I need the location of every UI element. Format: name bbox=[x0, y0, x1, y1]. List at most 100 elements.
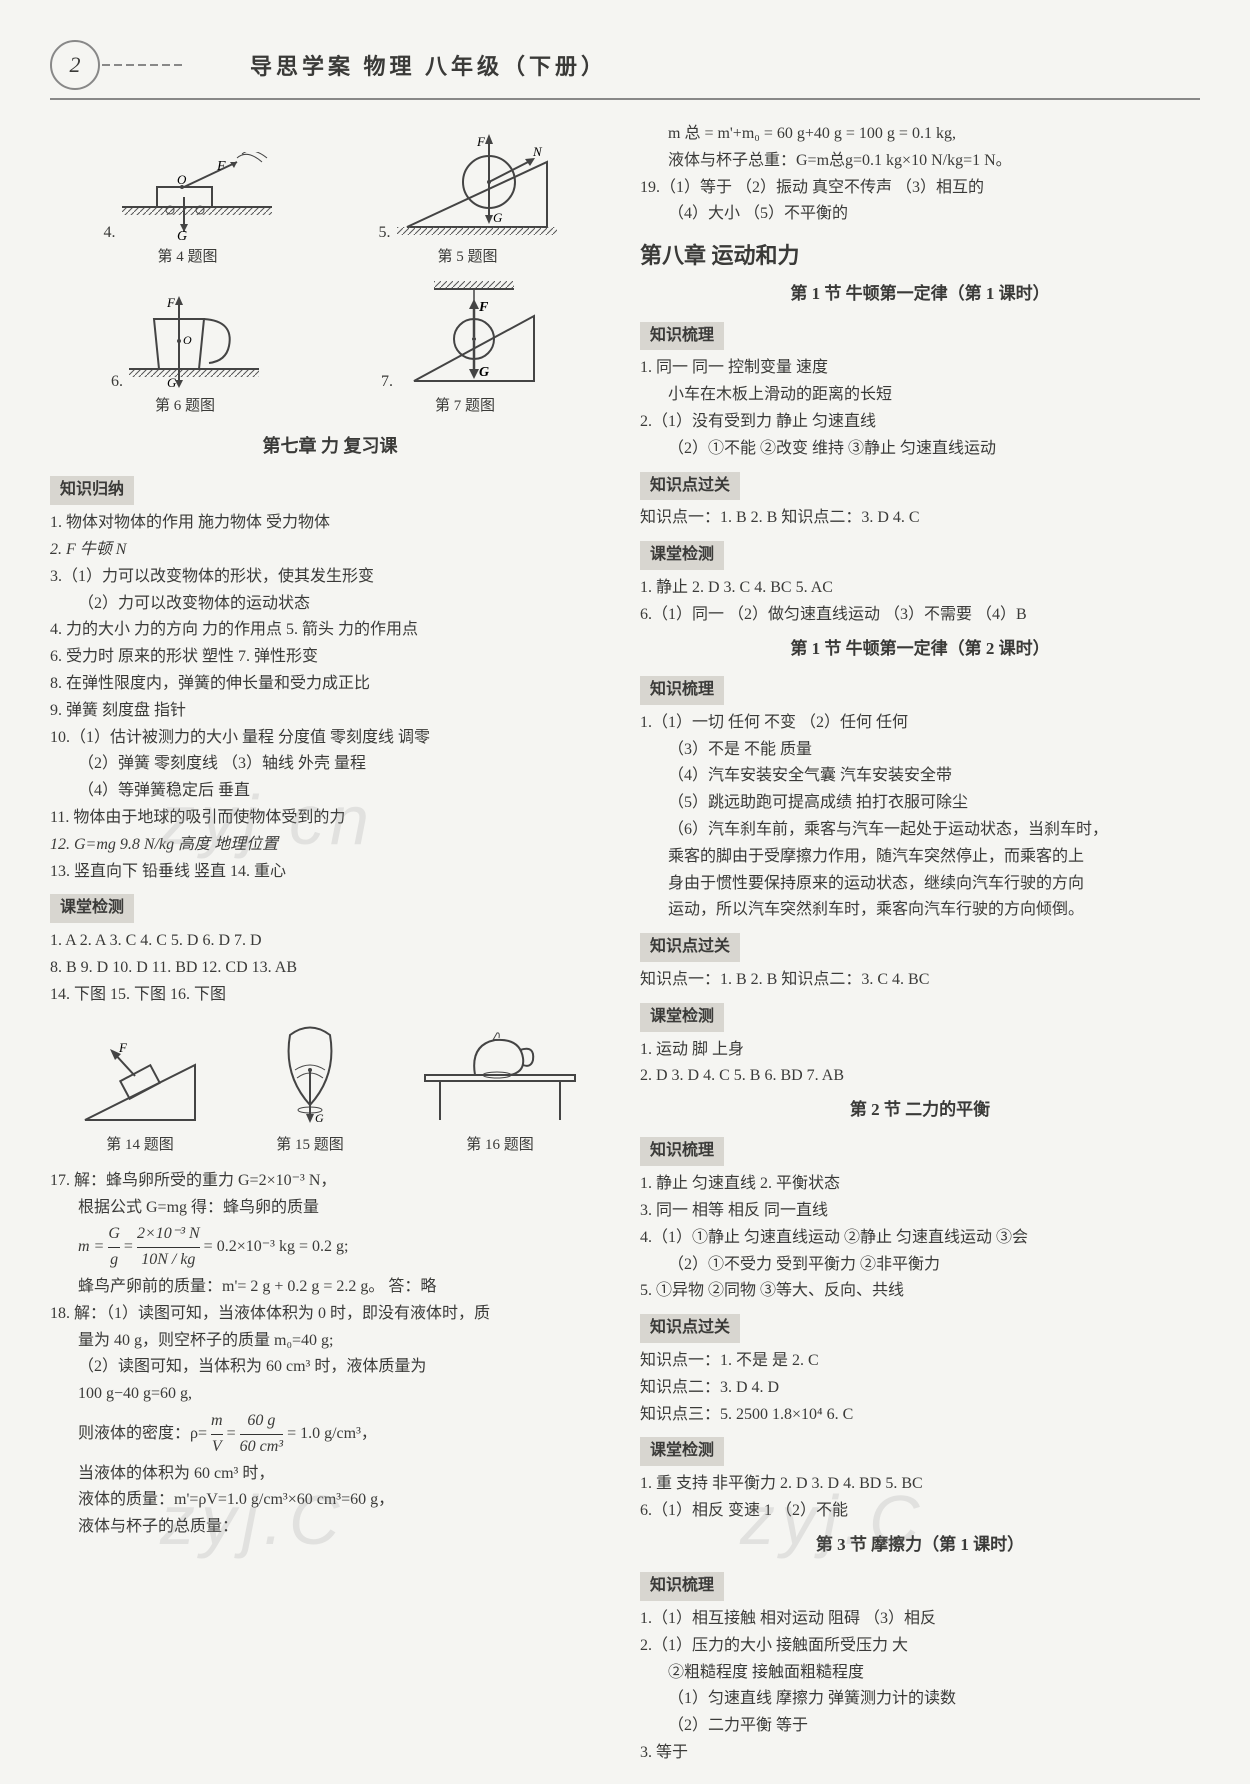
q17c-eq: = bbox=[124, 1238, 133, 1255]
svg-text:F: F bbox=[478, 300, 489, 315]
sec8-3: 第 3 节 摩擦力（第 1 课时） bbox=[640, 1532, 1200, 1558]
section7-title: 第七章 力 复习课 bbox=[50, 433, 610, 461]
gn2: 2. F 牛顿 N bbox=[50, 538, 610, 563]
fig14-caption: 第 14 题图 bbox=[75, 1134, 205, 1157]
fig16-svg bbox=[415, 1030, 585, 1130]
gn11: 11. 物体由于地球的吸引而使物体受到的力 bbox=[50, 806, 610, 831]
figure-14: F 第 14 题图 bbox=[75, 1040, 205, 1157]
fig15-svg: G bbox=[255, 1020, 365, 1130]
band-zsl2: 知识梳理 bbox=[640, 676, 724, 705]
q18e: 则液体的密度：ρ= m V = 60 g 60 cm³ = 1.0 g/cm³， bbox=[50, 1409, 610, 1460]
svg-text:G: G bbox=[167, 375, 177, 390]
p4: 5. ①异物 ②同物 ③等大、反向、共线 bbox=[640, 1279, 1200, 1304]
q18e-num2: 60 g bbox=[247, 1412, 275, 1429]
z3c: （4）汽车安装安全气囊 汽车安装安全带 bbox=[640, 764, 1200, 789]
gn3b: （2）力可以改变物体的运动状态 bbox=[50, 592, 610, 617]
gn13: 13. 竖直向下 铅垂线 竖直 14. 重心 bbox=[50, 860, 610, 885]
zg3b: 知识点二：3. D 4. D bbox=[640, 1376, 1200, 1401]
gn9: 9. 弹簧 刻度盘 指针 bbox=[50, 699, 610, 724]
z3d: （5）跳远助跑可提高成绩 拍打衣服可除尘 bbox=[640, 791, 1200, 816]
p3a: 4.（1）①静止 匀速直线运动 ②静止 匀速直线运动 ③会 bbox=[640, 1226, 1200, 1251]
q17c-den: g bbox=[110, 1251, 118, 1268]
svg-text:G: G bbox=[479, 365, 489, 380]
page-header: 2 导思学案 物理 八年级（下册） bbox=[50, 40, 1200, 100]
q18e-den: V bbox=[212, 1438, 222, 1455]
figure-6: 6. O F G bbox=[111, 291, 259, 418]
gn6: 6. 受力时 原来的形状 塑性 7. 弹性形变 bbox=[50, 645, 610, 670]
svg-text:F: F bbox=[216, 159, 226, 174]
fig16-caption: 第 16 题图 bbox=[415, 1134, 585, 1157]
f2c: （1）匀速直线 摩擦力 弹簧测力计的读数 bbox=[640, 1687, 1200, 1712]
dt-row3: 14. 下图 15. 下图 16. 下图 bbox=[50, 983, 610, 1008]
z2b: （2）①不能 ②改变 维持 ③静止 匀速直线运动 bbox=[640, 437, 1200, 462]
gn10a: 10.（1）估计被测力的大小 量程 分度值 零刻度线 调零 bbox=[50, 726, 610, 751]
gn12: 12. G=mg 9.8 N/kg 高度 地理位置 bbox=[50, 833, 610, 858]
q17c-num: G bbox=[108, 1225, 120, 1242]
q5-num: 5. bbox=[379, 221, 391, 246]
q17c-tail: = 0.2×10⁻³ kg = 0.2 g; bbox=[204, 1238, 349, 1255]
sec8-1-2: 第 1 节 牛顿第一定律（第 2 课时） bbox=[640, 636, 1200, 662]
zg3c: 知识点三：5. 2500 1.8×10⁴ 6. C bbox=[640, 1403, 1200, 1428]
q17c-m: m = bbox=[78, 1238, 104, 1255]
z2a: 2.（1）没有受到力 静止 匀速直线 bbox=[640, 410, 1200, 435]
zg1: 知识点一：1. B 2. B 知识点二：3. D 4. C bbox=[640, 506, 1200, 531]
z1b: 小车在木板上滑动的距离的长短 bbox=[640, 383, 1200, 408]
fig6-svg: O F G bbox=[129, 291, 259, 391]
q19a: 19.（1）等于 （2）振动 真空不传声 （3）相互的 bbox=[640, 176, 1200, 201]
top1: m 总 = m'+m₀ = 60 g+40 g = 100 g = 0.1 kg… bbox=[640, 122, 1200, 147]
z1a: 1. 同一 同一 控制变量 速度 bbox=[640, 356, 1200, 381]
q7-num: 7. bbox=[381, 370, 393, 395]
band-kt3: 课堂检测 bbox=[640, 1437, 724, 1466]
fig14-svg: F bbox=[75, 1040, 205, 1130]
figure-row-1: 4. O F bbox=[50, 132, 610, 269]
figure-5: 5. F N G bbox=[379, 132, 557, 269]
figure-15: G 第 15 题图 bbox=[255, 1020, 365, 1157]
z3a: 1.（1）一切 任何 不变 （2）任何 任何 bbox=[640, 711, 1200, 736]
sec8-2: 第 2 节 二力的平衡 bbox=[640, 1097, 1200, 1123]
q6-num: 6. bbox=[111, 370, 123, 395]
gn3a: 3.（1）力可以改变物体的形状，使其发生形变 bbox=[50, 565, 610, 590]
band-kt2: 课堂检测 bbox=[640, 1003, 724, 1032]
dt-row1: 1. A 2. A 3. C 4. C 5. D 6. D 7. D bbox=[50, 929, 610, 954]
zg2: 知识点一：1. B 2. B 知识点二：3. C 4. BC bbox=[640, 968, 1200, 993]
q19b: （4）大小 （5）不平衡的 bbox=[640, 202, 1200, 227]
q17c-num2: 2×10⁻³ N bbox=[137, 1225, 200, 1242]
p1: 1. 静止 匀速直线 2. 平衡状态 bbox=[640, 1172, 1200, 1197]
kt3a: 1. 重 支持 非平衡力 2. D 3. D 4. BD 5. BC bbox=[640, 1472, 1200, 1497]
figure-16: 第 16 题图 bbox=[415, 1030, 585, 1157]
page-number: 2 bbox=[50, 40, 100, 90]
f2a: 2.（1）压力的大小 接触面所受压力 大 bbox=[640, 1634, 1200, 1659]
svg-text:F: F bbox=[166, 295, 176, 310]
q18e-label: 则液体的密度：ρ= bbox=[78, 1425, 207, 1442]
kt3b: 6.（1）相反 变速 1 （2）不能 bbox=[640, 1499, 1200, 1524]
band-zsl4: 知识梳理 bbox=[640, 1572, 724, 1601]
q17c: m = G g = 2×10⁻³ N 10N / kg = 0.2×10⁻³ k… bbox=[50, 1222, 610, 1273]
z3h: 运动，所以汽车突然刹车时，乘客向汽车行驶的方向倾倒。 bbox=[640, 898, 1200, 923]
fig6-caption: 第 6 题图 bbox=[111, 395, 259, 418]
gn10b: （2）弹簧 零刻度线 （3）轴线 外壳 量程 bbox=[50, 752, 610, 777]
q18e-eq: = bbox=[227, 1425, 236, 1442]
band-zsg3: 知识点过关 bbox=[640, 1314, 740, 1343]
svg-text:F: F bbox=[476, 134, 486, 149]
band-zhishi-guina: 知识归纳 bbox=[50, 476, 134, 505]
kt2b: 2. D 3. D 4. C 5. B 6. BD 7. AB bbox=[640, 1064, 1200, 1089]
fig5-caption: 第 5 题图 bbox=[379, 246, 557, 269]
z3e: （6）汽车刹车前，乘客与汽车一起处于运动状态，当刹车时， bbox=[640, 818, 1200, 843]
q17a: 17. 解：蜂鸟卵所受的重力 G=2×10⁻³ N， bbox=[50, 1169, 610, 1194]
kt2a: 1. 运动 脚 上身 bbox=[640, 1038, 1200, 1063]
svg-text:G: G bbox=[493, 210, 503, 225]
q17b: 根据公式 G=mg 得：蜂鸟卵的质量 bbox=[50, 1196, 610, 1221]
q18a: 18. 解：（1）读图可知，当液体体积为 0 时，即没有液体时，质 bbox=[50, 1302, 610, 1327]
q18d: 100 g−40 g=60 g, bbox=[50, 1382, 610, 1407]
fig5-svg: F N G bbox=[397, 132, 557, 242]
top2: 液体与杯子总重：G=m总g=0.1 kg×10 N/kg=1 N。 bbox=[640, 149, 1200, 174]
zg3a: 知识点一：1. 不是 是 2. C bbox=[640, 1349, 1200, 1374]
figure-row-2: 6. O F G bbox=[50, 281, 610, 418]
gn4: 4. 力的大小 力的方向 力的作用点 5. 箭头 力的作用点 bbox=[50, 618, 610, 643]
gn10c: （4）等弹簧稳定后 垂直 bbox=[50, 779, 610, 804]
content-columns: 4. O F bbox=[50, 120, 1200, 1768]
gn8: 8. 在弹性限度内，弹簧的伸长量和受力成正比 bbox=[50, 672, 610, 697]
svg-text:O: O bbox=[177, 172, 187, 187]
f3: 3. 等于 bbox=[640, 1741, 1200, 1766]
header-title: 导思学案 物理 八年级（下册） bbox=[250, 49, 607, 81]
